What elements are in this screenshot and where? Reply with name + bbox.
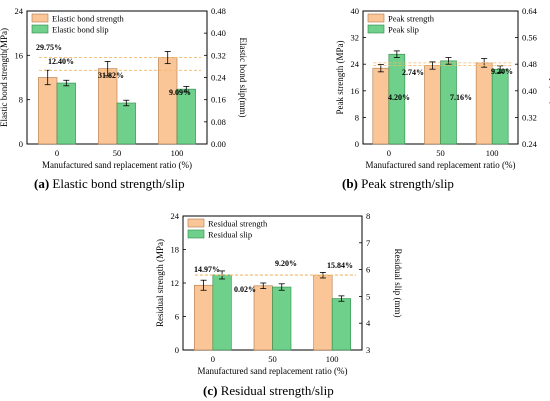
y2-tick-label: 4 bbox=[366, 318, 371, 328]
percent-annotation: 9.20% bbox=[275, 259, 297, 268]
percent-annotation: 9.09% bbox=[169, 88, 191, 97]
y2-tick-label: 8 bbox=[366, 211, 370, 221]
y2-axis-label: Elastic bond slip(mm) bbox=[238, 38, 248, 118]
percent-annotation: 14.97% bbox=[194, 265, 220, 274]
percent-annotation: 29.75% bbox=[36, 43, 62, 52]
y2-tick-label: 0.40 bbox=[211, 28, 226, 38]
x-axis-label: Manufactured sand replacement ratio (%) bbox=[198, 366, 348, 376]
percent-annotation: 7.16% bbox=[450, 93, 472, 102]
y2-tick-label: 0.08 bbox=[211, 117, 226, 127]
strength-bar bbox=[194, 284, 214, 351]
y2-tick-label: 0.48 bbox=[211, 6, 226, 16]
y-tick-label: 0 bbox=[355, 139, 359, 149]
slip-bar bbox=[331, 298, 351, 351]
y2-tick-label: 0.48 bbox=[522, 59, 537, 69]
y-tick-label: 16 bbox=[15, 50, 24, 60]
y-tick-label: 24 bbox=[15, 6, 24, 16]
legend-swatch bbox=[187, 229, 205, 239]
y2-tick-label: 0.24 bbox=[522, 139, 538, 149]
slip-bar bbox=[212, 274, 232, 351]
y-axis-label: Residual strength (MPa) bbox=[155, 239, 165, 327]
x-tick-label: 0 bbox=[55, 148, 59, 158]
y2-tick-label: 0.24 bbox=[211, 73, 227, 83]
percent-annotation: 12.40% bbox=[48, 57, 74, 66]
slip-bar bbox=[272, 286, 292, 351]
legend-swatch bbox=[31, 24, 49, 34]
y-tick-label: 40 bbox=[351, 6, 360, 16]
y2-tick-label: 0.32 bbox=[211, 50, 226, 60]
y2-tick-label: 0.64 bbox=[522, 6, 538, 16]
strength-bar bbox=[475, 62, 493, 145]
legend-swatch bbox=[31, 13, 49, 23]
y-tick-label: 6 bbox=[175, 312, 179, 322]
percent-annotation: 4.20% bbox=[388, 93, 410, 102]
legend-label: Residual strength bbox=[208, 219, 268, 229]
percent-annotation: 15.84% bbox=[327, 261, 353, 270]
percent-annotation: 31.82% bbox=[98, 71, 124, 80]
strength-bar bbox=[253, 285, 273, 351]
y-tick-label: 8 bbox=[355, 112, 359, 122]
y2-tick-label: 0.32 bbox=[522, 112, 537, 122]
caption-b: (b) Peak strength/slip bbox=[342, 176, 454, 191]
caption-c: (c) Residual strength/slip bbox=[203, 383, 334, 398]
x-axis-label: Manufactured sand replacement ratio (%) bbox=[42, 160, 192, 170]
y-tick-label: 12 bbox=[171, 278, 180, 288]
y2-tick-label: 0.00 bbox=[211, 139, 226, 149]
x-tick-label: 0 bbox=[211, 354, 215, 364]
strength-bar bbox=[313, 274, 333, 351]
legend-label: Peak strength bbox=[388, 14, 435, 24]
y2-tick-label: 0.40 bbox=[522, 86, 537, 96]
x-tick-label: 50 bbox=[268, 354, 277, 364]
slip-bar bbox=[491, 68, 509, 145]
caption-a: (a) Elastic bond strength/slip bbox=[34, 176, 185, 191]
slip-bar bbox=[440, 60, 457, 145]
legend-label: Residual slip bbox=[208, 230, 252, 240]
percent-annotation: 2.74% bbox=[402, 68, 424, 77]
y-tick-label: 32 bbox=[351, 33, 360, 43]
x-tick-label: 100 bbox=[486, 148, 499, 158]
y-axis-label: Elastic bond strength(MPa) bbox=[0, 28, 9, 127]
y-axis-label: Peak strength (MPa) bbox=[335, 41, 345, 115]
y2-tick-label: 7 bbox=[366, 238, 370, 248]
x-tick-label: 0 bbox=[387, 148, 391, 158]
legend-label: Peak slip bbox=[388, 25, 419, 35]
y2-tick-label: 6 bbox=[366, 265, 370, 275]
y2-axis-label: Residual slip (mm) bbox=[393, 249, 403, 318]
y-tick-label: 16 bbox=[351, 86, 360, 96]
y-tick-label: 0 bbox=[175, 345, 179, 355]
strength-bar bbox=[372, 67, 390, 145]
x-tick-label: 50 bbox=[113, 148, 122, 158]
y-tick-label: 0 bbox=[19, 139, 23, 149]
slip-bar bbox=[176, 88, 196, 145]
y-tick-label: 24 bbox=[351, 59, 360, 69]
legend-label: Elastic bond strength bbox=[52, 14, 125, 24]
slip-bar bbox=[116, 102, 136, 145]
y2-tick-label: 3 bbox=[366, 345, 370, 355]
strength-bar bbox=[424, 65, 441, 145]
x-axis-label: Manufactured sand replacement ratio (%) bbox=[366, 160, 516, 170]
percent-annotation: 9.20% bbox=[491, 67, 513, 76]
y-tick-label: 18 bbox=[171, 245, 180, 255]
x-tick-label: 100 bbox=[171, 148, 184, 158]
legend-swatch bbox=[367, 24, 385, 34]
y2-tick-label: 0.16 bbox=[211, 95, 226, 105]
legend-swatch bbox=[367, 13, 385, 23]
slip-bar bbox=[56, 82, 76, 145]
percent-annotation: 0.02% bbox=[234, 285, 256, 294]
y-tick-label: 8 bbox=[19, 95, 23, 105]
strength-bar bbox=[38, 77, 58, 145]
y-tick-label: 24 bbox=[171, 211, 180, 221]
y2-tick-label: 5 bbox=[366, 291, 370, 301]
x-tick-label: 100 bbox=[326, 354, 339, 364]
legend-label: Elastic bond slip bbox=[52, 25, 109, 35]
x-tick-label: 50 bbox=[436, 148, 445, 158]
legend-swatch bbox=[187, 218, 205, 228]
y2-tick-label: 0.56 bbox=[522, 33, 537, 43]
